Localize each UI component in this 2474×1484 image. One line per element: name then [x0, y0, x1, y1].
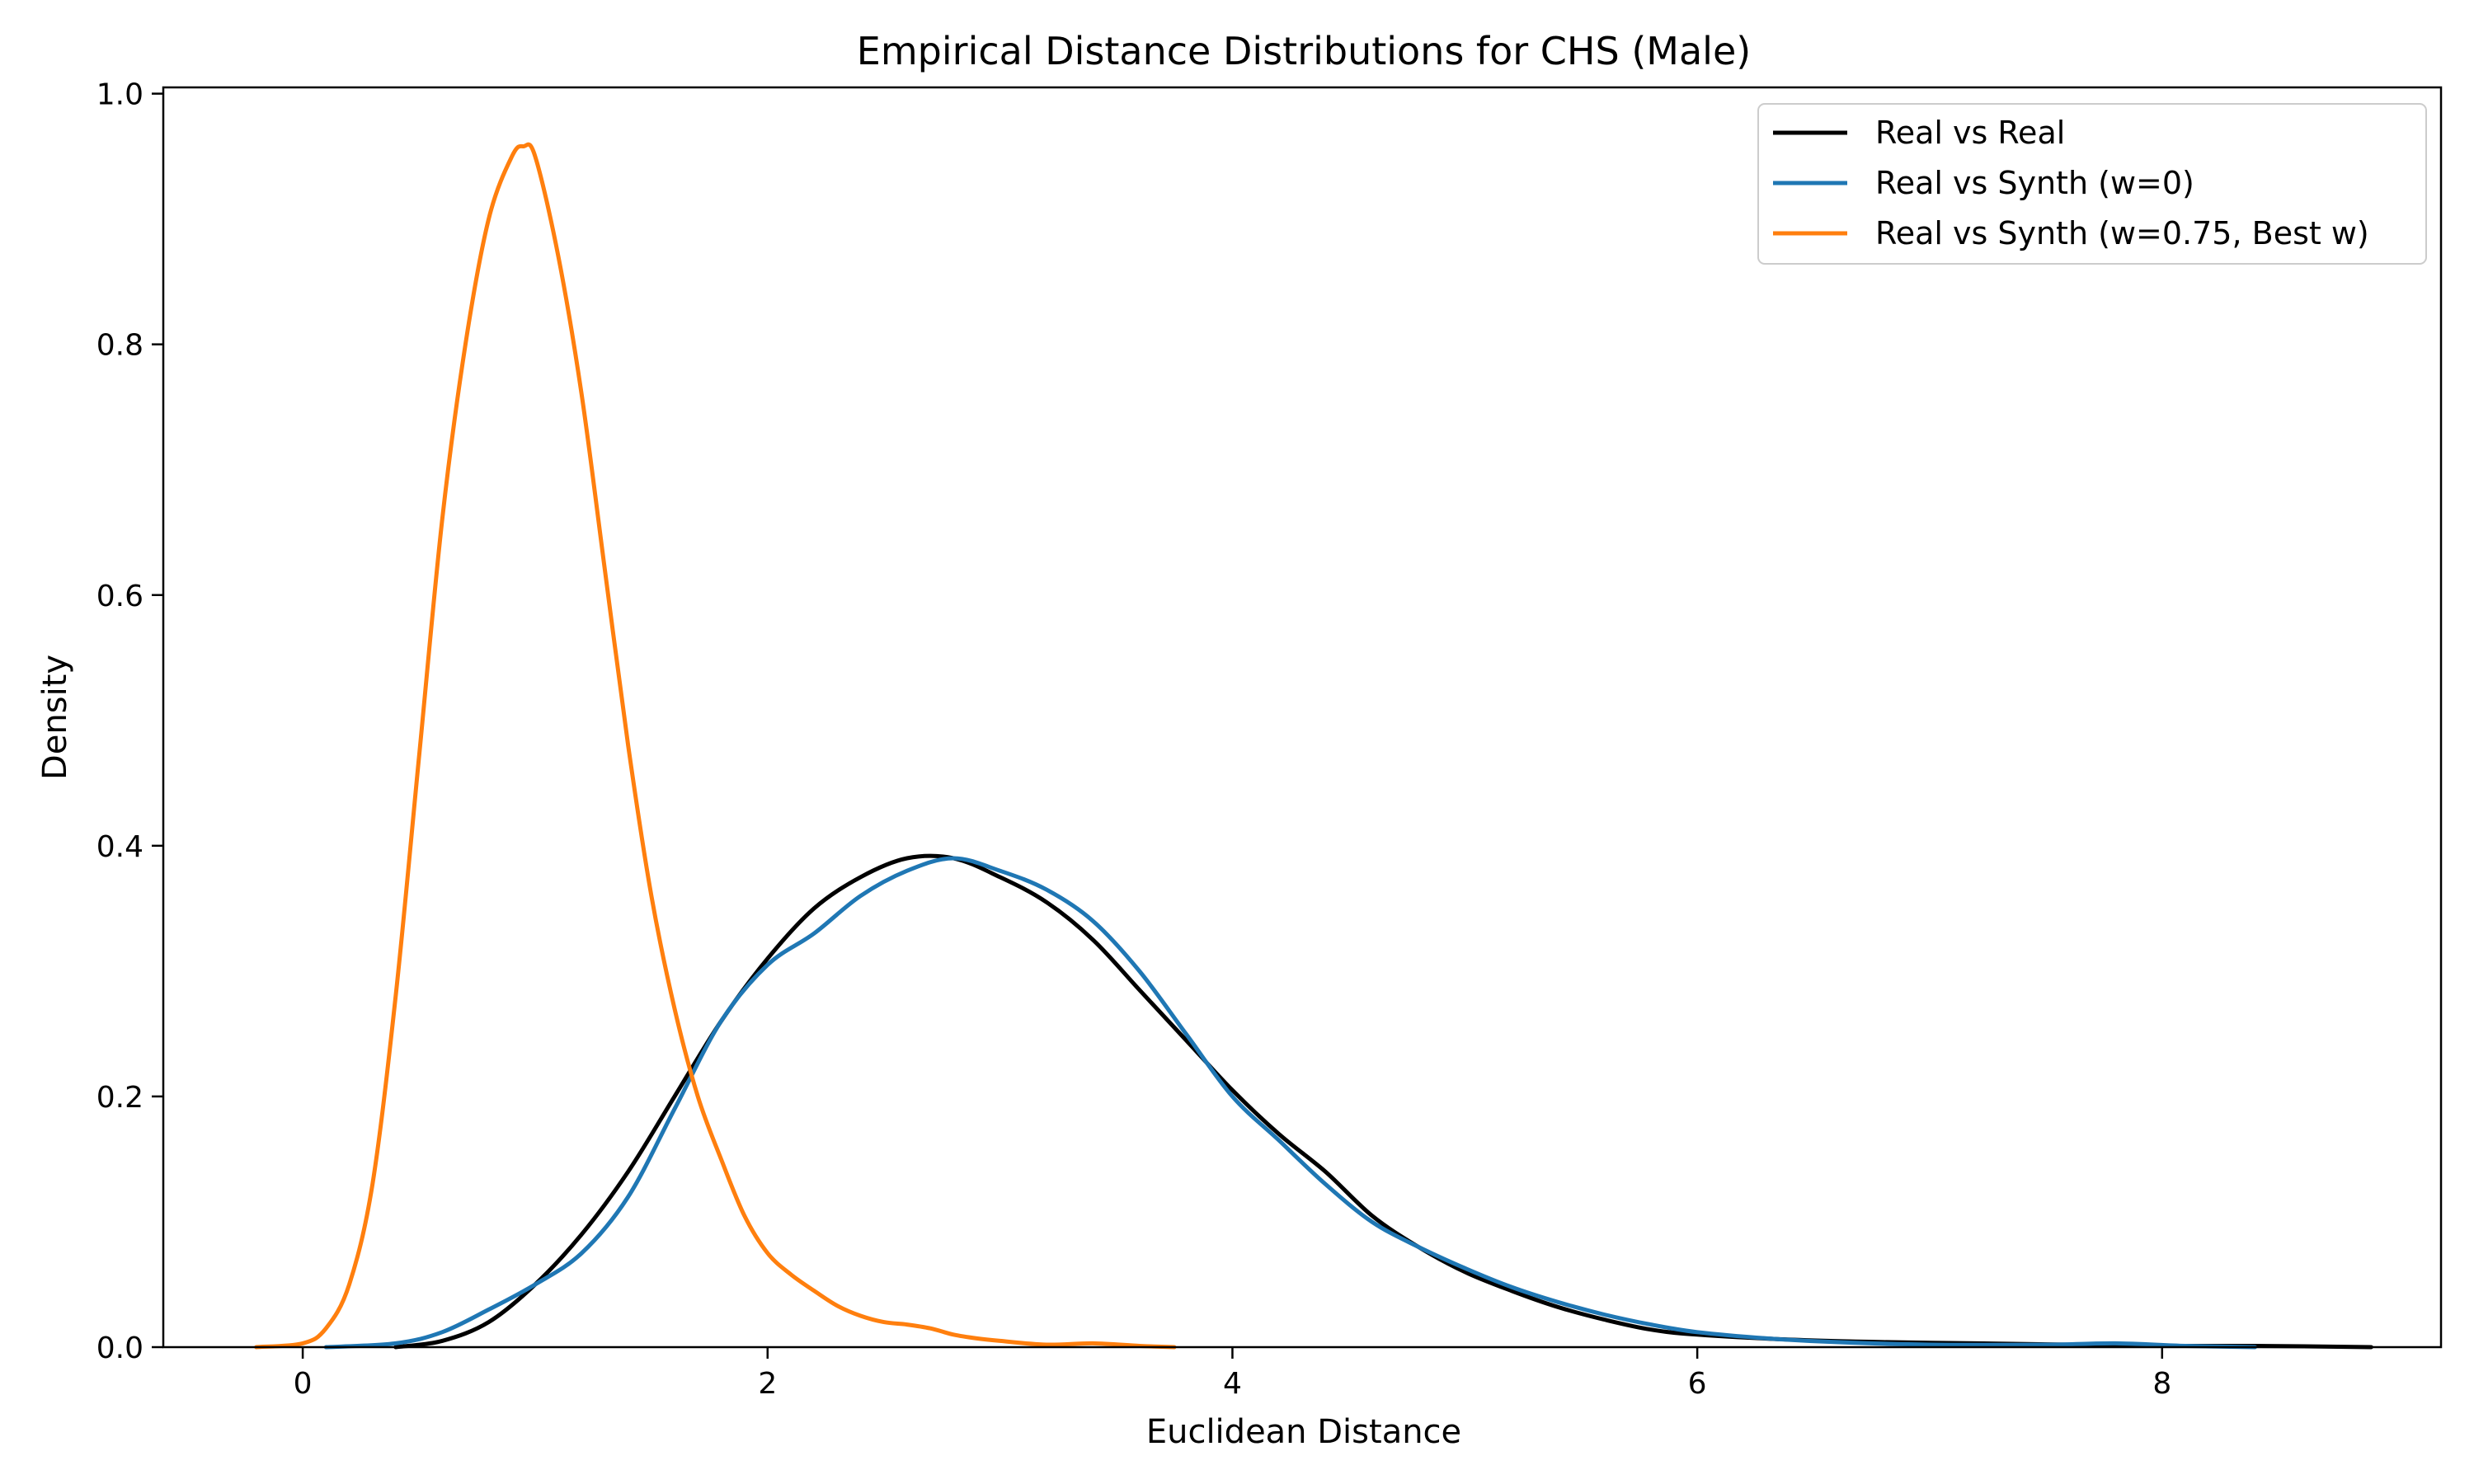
- x-tick-label: 8: [2152, 1367, 2171, 1401]
- legend-label-real-vs-synth-w-0-75-best-w: Real vs Synth (w=0.75, Best w): [1875, 215, 2369, 251]
- y-tick-label: 0.0: [96, 1331, 143, 1365]
- legend-label-real-vs-synth-w-0: Real vs Synth (w=0): [1875, 165, 2194, 201]
- y-axis-label: Density: [36, 655, 74, 780]
- legend-label-real-vs-real: Real vs Real: [1875, 115, 2065, 151]
- legend: Real vs Real Real vs Synth (w=0) Real vs S…: [1757, 103, 2427, 265]
- y-tick-label: 0.6: [96, 580, 143, 613]
- y-tick-label: 0.4: [96, 830, 143, 864]
- y-tick-label: 0.8: [96, 329, 143, 363]
- x-tick-label: 6: [1688, 1367, 1707, 1401]
- x-tick-label: 0: [294, 1367, 313, 1401]
- x-tick-label: 4: [1223, 1367, 1242, 1401]
- series-line-real-vs-synth-w-0-75-best-w: [254, 142, 1177, 1350]
- y-tick-label: 1.0: [96, 78, 143, 112]
- chart-title: Empirical Distance Distributions for CHS…: [857, 29, 1751, 73]
- legend-entries: Real vs Real Real vs Synth (w=0) Real vs S…: [1773, 115, 2369, 251]
- x-tick-label: 2: [758, 1367, 777, 1401]
- y-axis-ticks: 0.0 0.2 0.4 0.6 0.8 1.0: [96, 78, 163, 1365]
- y-tick-label: 0.2: [96, 1081, 143, 1115]
- x-axis-ticks: 0 2 4 6 8: [294, 1347, 2171, 1401]
- series-line-real-vs-synth-w-0: [323, 856, 2257, 1350]
- x-axis-label: Euclidean Distance: [1146, 1413, 1461, 1451]
- legend-frame: [1757, 103, 2427, 265]
- series-lines: [254, 142, 2373, 1350]
- plot-area-frame: [162, 86, 2443, 1349]
